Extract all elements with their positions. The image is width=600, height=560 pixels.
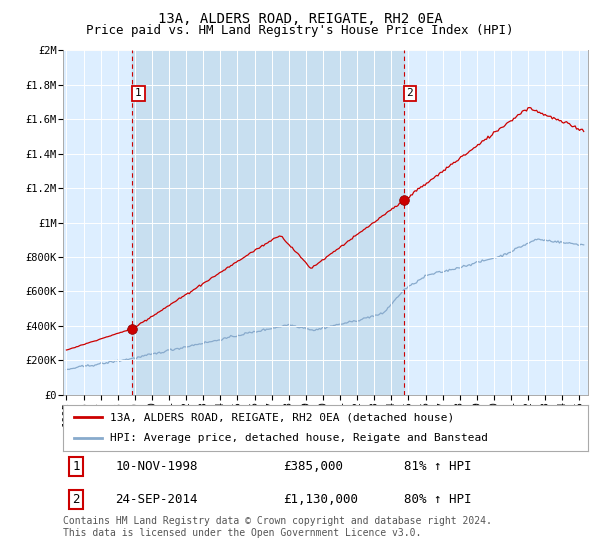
Text: 13A, ALDERS ROAD, REIGATE, RH2 0EA: 13A, ALDERS ROAD, REIGATE, RH2 0EA xyxy=(158,12,442,26)
Text: 1: 1 xyxy=(135,88,142,99)
Text: 1: 1 xyxy=(73,460,80,473)
Bar xyxy=(133,50,404,395)
Text: HPI: Average price, detached house, Reigate and Banstead: HPI: Average price, detached house, Reig… xyxy=(110,433,488,444)
Text: 81% ↑ HPI: 81% ↑ HPI xyxy=(404,460,472,473)
Text: Price paid vs. HM Land Registry's House Price Index (HPI): Price paid vs. HM Land Registry's House … xyxy=(86,24,514,36)
Text: 24-SEP-2014: 24-SEP-2014 xyxy=(115,493,198,506)
Text: Contains HM Land Registry data © Crown copyright and database right 2024.
This d: Contains HM Land Registry data © Crown c… xyxy=(63,516,492,538)
Text: £385,000: £385,000 xyxy=(284,460,343,473)
Text: 10-NOV-1998: 10-NOV-1998 xyxy=(115,460,198,473)
Text: 2: 2 xyxy=(73,493,80,506)
Text: 13A, ALDERS ROAD, REIGATE, RH2 0EA (detached house): 13A, ALDERS ROAD, REIGATE, RH2 0EA (deta… xyxy=(110,412,455,422)
Text: £1,130,000: £1,130,000 xyxy=(284,493,359,506)
Text: 80% ↑ HPI: 80% ↑ HPI xyxy=(404,493,472,506)
Text: 2: 2 xyxy=(406,88,413,99)
